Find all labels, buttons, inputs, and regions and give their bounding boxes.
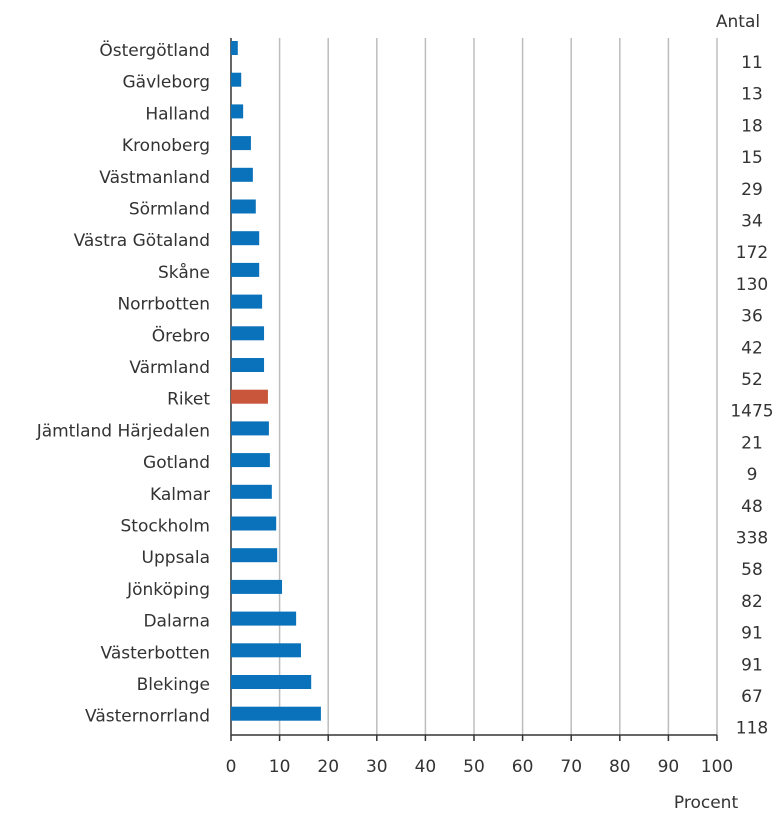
x-tick-label: 90 bbox=[658, 757, 680, 777]
y-tick-label: Jämtland Härjedalen bbox=[36, 421, 210, 441]
count-label: 130 bbox=[736, 275, 768, 295]
x-axis-label: Procent bbox=[674, 793, 739, 813]
count-label: 29 bbox=[741, 180, 763, 200]
y-tick-label: Värmland bbox=[129, 358, 210, 378]
bar bbox=[231, 516, 277, 531]
x-tick-label: 0 bbox=[226, 757, 237, 777]
bar bbox=[231, 199, 256, 214]
y-tick-label: Skåne bbox=[158, 262, 210, 283]
y-tick-label: Kalmar bbox=[150, 485, 210, 505]
x-tick-label: 10 bbox=[269, 757, 291, 777]
bar bbox=[231, 72, 242, 87]
count-label: 91 bbox=[741, 655, 763, 675]
bar bbox=[231, 706, 321, 721]
count-label: 48 bbox=[741, 497, 763, 517]
count-label: 1475 bbox=[730, 402, 773, 422]
bar bbox=[231, 136, 251, 151]
x-tick-label: 100 bbox=[701, 757, 733, 777]
y-tick-label: Blekinge bbox=[137, 675, 210, 695]
y-tick-label: Västra Götaland bbox=[74, 231, 210, 251]
y-tick-label: Gävleborg bbox=[122, 73, 210, 93]
count-label: 82 bbox=[741, 592, 763, 612]
y-tick-label: Uppsala bbox=[142, 548, 210, 568]
count-label: 52 bbox=[741, 370, 763, 390]
count-label: 118 bbox=[736, 719, 768, 739]
y-tick-label: Östergötland bbox=[99, 39, 210, 61]
y-tick-label: Dalarna bbox=[143, 612, 210, 632]
y-tick-label: Riket bbox=[167, 390, 210, 410]
y-tick-label: Stockholm bbox=[120, 517, 210, 537]
bar bbox=[231, 643, 301, 658]
x-tick-label: 70 bbox=[560, 757, 582, 777]
count-label: 13 bbox=[741, 85, 763, 105]
y-tick-label: Sörmland bbox=[129, 200, 210, 220]
count-label: 338 bbox=[736, 529, 768, 549]
count-label: 172 bbox=[736, 243, 768, 263]
y-tick-label: Gotland bbox=[143, 453, 210, 473]
x-tick-label: 30 bbox=[366, 757, 388, 777]
bar bbox=[231, 294, 263, 309]
y-tick-label: Västerbotten bbox=[101, 643, 210, 663]
count-label: 58 bbox=[741, 560, 763, 580]
bar bbox=[231, 326, 265, 341]
y-tick-label: Västernorrland bbox=[85, 707, 210, 727]
x-tick-label: 20 bbox=[317, 757, 339, 777]
bar bbox=[231, 421, 269, 436]
count-label: 9 bbox=[747, 465, 758, 485]
bar bbox=[231, 484, 272, 499]
count-label: 36 bbox=[741, 307, 763, 327]
bar bbox=[231, 611, 297, 626]
count-label: 91 bbox=[741, 624, 763, 644]
bar bbox=[231, 104, 244, 119]
bar bbox=[231, 675, 312, 689]
bar bbox=[231, 167, 253, 182]
y-tick-label: Örebro bbox=[152, 324, 210, 346]
y-tick-label: Halland bbox=[145, 104, 210, 124]
y-tick-label: Norrbotten bbox=[117, 295, 210, 315]
count-label: 18 bbox=[741, 116, 763, 136]
count-label: 21 bbox=[741, 433, 763, 453]
bar bbox=[231, 548, 278, 563]
bar bbox=[231, 231, 260, 246]
count-label: 34 bbox=[741, 212, 763, 232]
bar bbox=[231, 262, 260, 277]
bar bbox=[231, 579, 283, 594]
y-tick-label: Jönköping bbox=[126, 580, 210, 600]
count-label: 15 bbox=[741, 148, 763, 168]
count-label: 42 bbox=[741, 338, 763, 358]
bar bbox=[231, 358, 265, 372]
y-tick-label: Kronoberg bbox=[122, 136, 210, 156]
y-tick-label: Västmanland bbox=[99, 168, 210, 188]
bar bbox=[231, 389, 268, 404]
count-header: Antal bbox=[716, 12, 760, 32]
x-tick-label: 60 bbox=[512, 757, 534, 777]
bar bbox=[231, 41, 238, 55]
x-tick-label: 40 bbox=[415, 757, 437, 777]
count-label: 67 bbox=[741, 687, 763, 707]
x-tick-label: 80 bbox=[609, 757, 631, 777]
x-tick-label: 50 bbox=[463, 757, 485, 777]
count-label: 11 bbox=[741, 53, 763, 73]
bar bbox=[231, 453, 270, 468]
